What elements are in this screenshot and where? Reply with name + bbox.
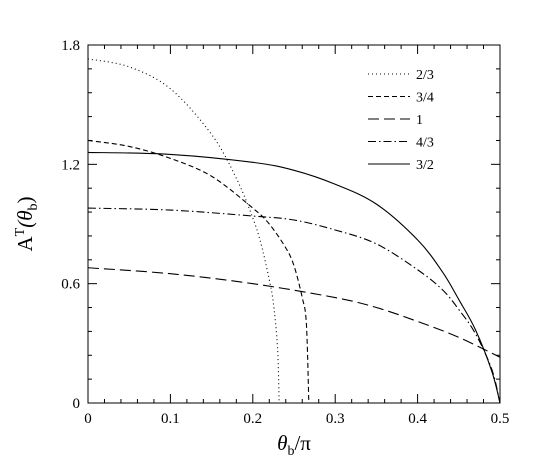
legend-label: 2/3 [416,68,434,83]
y-axis-label: AT(θb) [13,196,41,251]
x-tick-label: 0 [84,411,92,427]
series-layer [87,58,501,404]
x-tick-label: 0.2 [243,411,262,427]
series-line-dash-dot [87,207,501,404]
series-line-short-dash [87,139,310,404]
x-tick-label: 0.3 [326,411,345,427]
legend-label: 3/2 [416,158,434,173]
x-tick-label: 0.4 [408,411,427,427]
series-line-dotted [87,58,280,404]
plot-frame [87,44,501,404]
y-tick-label: 1.8 [61,38,80,54]
x-tick-label: 0.1 [161,411,180,427]
series-line-solid [87,151,501,404]
y-tick-label: 0.6 [61,277,80,293]
legend-label: 1 [416,113,423,128]
x-tick-label: 0.5 [491,411,510,427]
legend: 2/3 3/4 1 4/3 3/2 [368,68,434,173]
series-line-long-dash [87,267,501,358]
y-tick-label: 1.2 [61,157,80,173]
legend-label: 3/4 [416,91,434,106]
legend-label: 4/3 [416,136,434,151]
axis-ticks: 0 0.1 0.2 0.3 0.4 0.5 0 0.6 1.2 1.8 [61,38,509,427]
y-tick-label: 0 [73,396,81,412]
x-axis-label: θb/π [277,431,311,459]
